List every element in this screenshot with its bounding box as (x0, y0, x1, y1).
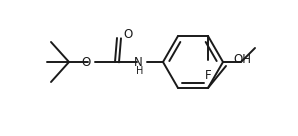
Text: O: O (82, 55, 91, 69)
Text: F: F (205, 69, 211, 82)
Text: OH: OH (233, 53, 251, 67)
Text: O: O (123, 29, 132, 41)
Text: H: H (136, 66, 143, 76)
Text: N: N (134, 55, 143, 69)
